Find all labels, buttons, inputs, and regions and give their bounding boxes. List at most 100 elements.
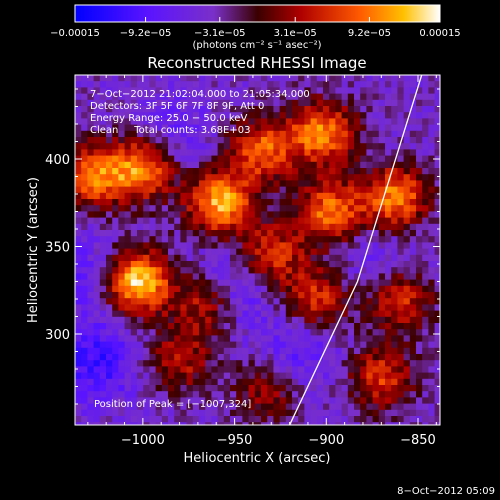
heatmap-cell (316, 403, 324, 411)
heatmap-cell (205, 124, 212, 132)
heatmap-cell (366, 397, 373, 404)
heatmap-cell (75, 409, 82, 417)
heatmap-cell (385, 360, 392, 367)
heatmap-cell (217, 186, 225, 194)
heatmap-cell (304, 236, 311, 243)
heatmap-cell (168, 248, 175, 256)
heatmap-cell (385, 161, 392, 169)
heatmap-cell (199, 112, 206, 119)
heatmap-cell (366, 180, 373, 187)
heatmap-cell (192, 267, 200, 274)
heatmap-cell (428, 248, 435, 256)
heatmap-cell (87, 378, 94, 386)
heatmap-cell (409, 217, 417, 225)
heatmap-cell (323, 341, 330, 349)
heatmap-cell (292, 341, 299, 349)
heatmap-cell (335, 180, 342, 187)
heatmap-cell (254, 168, 262, 175)
heatmap-cell (81, 174, 88, 181)
heatmap-cell (81, 335, 88, 342)
heatmap-cell (316, 155, 324, 163)
heatmap-cell (130, 316, 138, 324)
heatmap-cell (304, 124, 311, 132)
heatmap-cell (137, 106, 144, 113)
heatmap-cell (434, 248, 440, 256)
heatmap-cell (199, 261, 206, 268)
heatmap-cell (273, 99, 280, 107)
heatmap-cell (174, 236, 181, 243)
heatmap-cell (428, 236, 435, 243)
heatmap-cell (161, 205, 169, 212)
heatmap-cell (360, 174, 367, 181)
heatmap-cell (341, 298, 349, 305)
heatmap-cell (397, 385, 404, 392)
heatmap-cell (391, 155, 398, 163)
heatmap-cell (279, 161, 287, 169)
heatmap-cell (242, 416, 249, 423)
heatmap-cell (378, 354, 386, 361)
heatmap-cell (409, 416, 417, 423)
heatmap-cell (310, 242, 318, 249)
heatmap-cell (422, 130, 429, 138)
heatmap-cell (304, 130, 311, 138)
heatmap-cell (378, 192, 386, 200)
heatmap-cell (354, 180, 361, 187)
heatmap-cell (403, 354, 411, 361)
heatmap-cell (310, 168, 318, 175)
heatmap-cell (310, 143, 318, 150)
heatmap-cell (118, 75, 125, 82)
heatmap-cell (75, 143, 82, 150)
heatmap-cell (360, 180, 367, 187)
heatmap-cell (112, 409, 119, 417)
heatmap-cell (75, 422, 82, 425)
heatmap-cell (149, 168, 156, 175)
heatmap-cell (254, 143, 262, 150)
heatmap-cell (298, 93, 305, 101)
heatmap-cell (149, 316, 156, 324)
heatmap-cell (168, 267, 175, 274)
heatmap-cell (93, 87, 101, 94)
heatmap-cell (391, 298, 398, 305)
heatmap-cell (304, 93, 311, 101)
heatmap-cell (360, 409, 367, 417)
heatmap-cell (87, 261, 94, 268)
heatmap-cell (143, 279, 150, 287)
colorbar-tick-label: 0.00015 (419, 28, 460, 39)
heatmap-cell (130, 236, 138, 243)
heatmap-cell (422, 192, 429, 200)
heatmap-cell (347, 378, 355, 386)
heatmap-cell (242, 137, 249, 144)
heatmap-cell (87, 279, 94, 287)
colorbar-tick-label: −0.00015 (50, 28, 100, 39)
heatmap-cell (161, 366, 169, 373)
heatmap-cell (99, 174, 107, 181)
heatmap-cell (261, 118, 268, 125)
heatmap-cell (174, 168, 181, 175)
heatmap-cell (354, 385, 361, 392)
heatmap-cell (292, 378, 299, 386)
heatmap-cell (174, 124, 181, 132)
heatmap-cell (354, 329, 361, 336)
heatmap-cell (118, 112, 125, 119)
heatmap-cell (161, 223, 169, 231)
heatmap-cell (316, 87, 324, 94)
heatmap-cell (372, 174, 380, 181)
heatmap-cell (261, 323, 268, 330)
heatmap-cell (267, 273, 274, 280)
heatmap-cell (217, 391, 225, 398)
heatmap-cell (267, 93, 274, 101)
heatmap-cell (180, 143, 187, 150)
heatmap-cell (124, 211, 132, 218)
heatmap-cell (428, 230, 435, 237)
heatmap-cell (316, 347, 324, 355)
heatmap-cell (242, 174, 249, 181)
heatmap-cell (298, 285, 305, 293)
heatmap-cell (112, 149, 119, 156)
heatmap-cell (236, 149, 243, 156)
heatmap-cell (93, 273, 101, 280)
heatmap-cell (329, 75, 336, 82)
heatmap-cell (261, 81, 268, 88)
heatmap-cell (354, 403, 361, 411)
heatmap-cell (106, 211, 113, 218)
heatmap-cell (236, 409, 243, 417)
